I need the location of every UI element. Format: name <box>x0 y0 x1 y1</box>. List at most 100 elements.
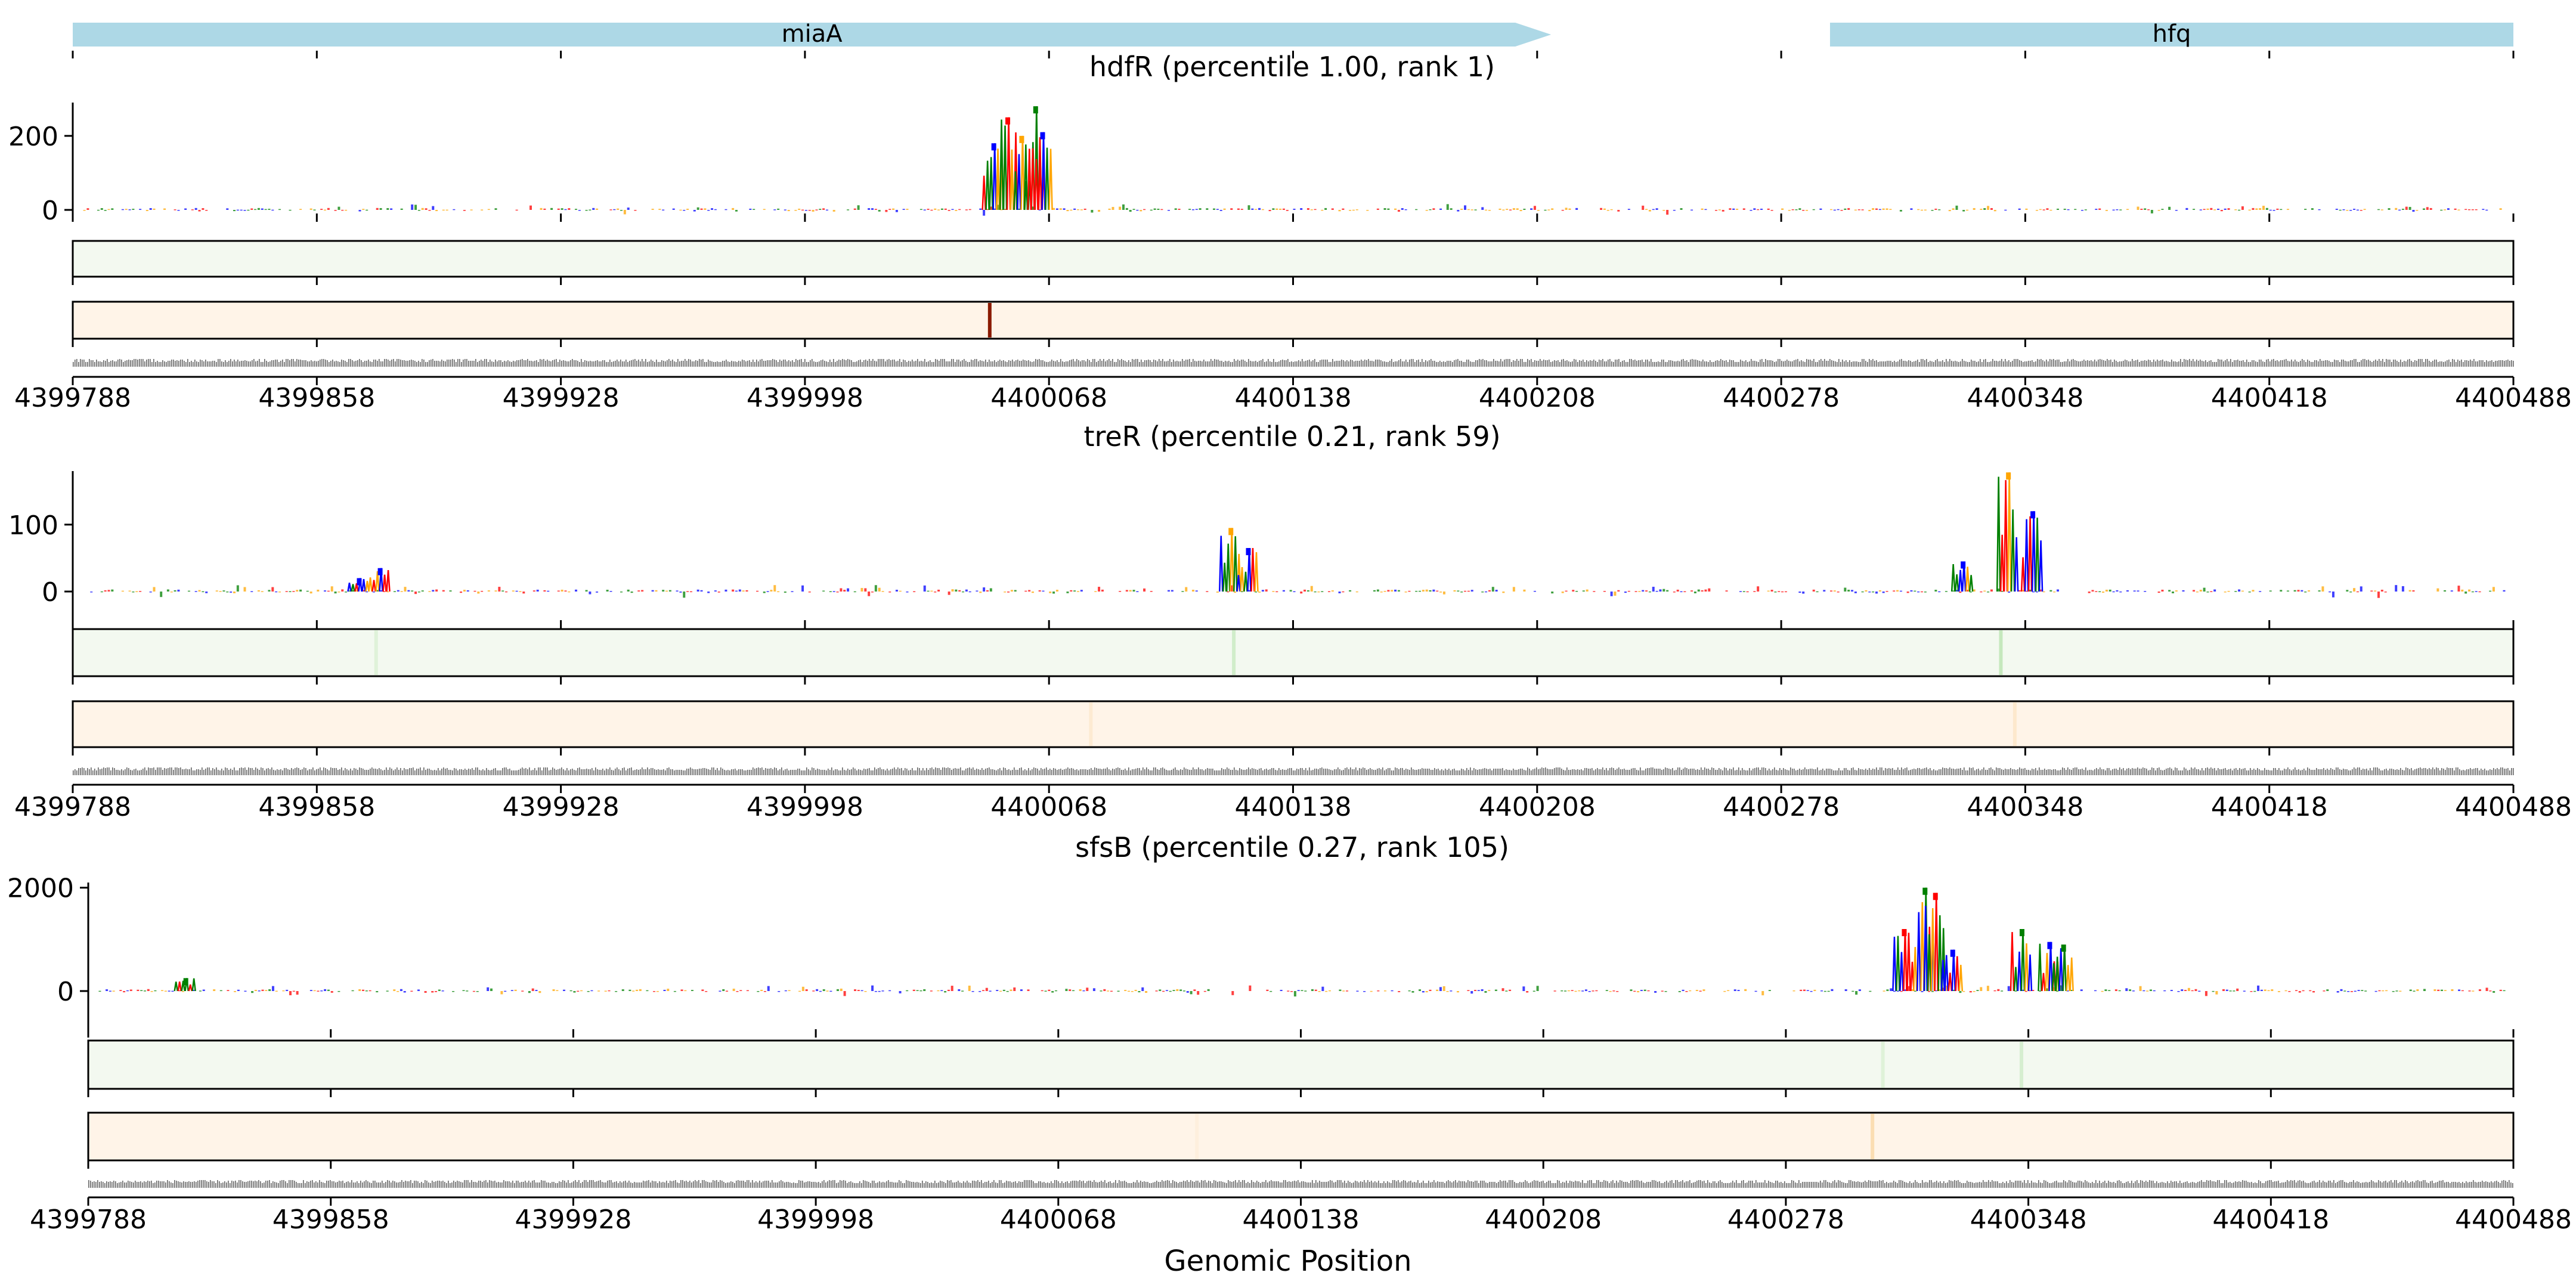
sequence-glyph <box>1321 360 1323 367</box>
sequence-glyph <box>511 362 512 367</box>
sequence-glyph <box>1041 360 1042 367</box>
sequence-glyph <box>745 770 747 775</box>
logo-noise-mark <box>2332 592 2334 597</box>
sequence-glyph <box>134 359 135 367</box>
logo-noise-mark <box>923 989 926 991</box>
logo-noise-mark <box>1080 590 1083 592</box>
sequence-glyph <box>1935 360 1936 367</box>
sequence-glyph <box>1987 362 1988 367</box>
sequence-glyph <box>661 1182 662 1188</box>
sequence-glyph <box>550 770 552 775</box>
logo-noise-mark <box>1952 208 1955 210</box>
logo-noise-mark <box>1247 590 1250 592</box>
sequence-glyph <box>1939 361 1940 367</box>
sequence-glyph <box>155 362 156 367</box>
logo-noise-mark <box>1795 209 1798 210</box>
sequence-glyph <box>720 362 722 367</box>
sequence-glyph <box>951 770 952 775</box>
sequence-glyph <box>266 769 267 775</box>
sequence-glyph <box>1915 769 1916 775</box>
sequence-glyph <box>1393 770 1394 775</box>
logo-noise-mark <box>1231 991 1234 995</box>
sequence-glyph <box>964 359 965 367</box>
sequence-glyph <box>1799 769 1800 775</box>
sequence-glyph <box>681 770 682 775</box>
logo-noise-mark <box>1914 590 1916 592</box>
sequence-glyph <box>1006 1181 1007 1188</box>
sequence-glyph <box>416 769 417 775</box>
logo-noise-mark <box>466 990 469 992</box>
sequence-glyph <box>530 1182 531 1188</box>
logo-noise-mark <box>1425 991 1428 993</box>
logo-peak-stroke <box>174 982 178 992</box>
sequence-glyph <box>315 1181 317 1188</box>
sequence-glyph <box>905 768 906 775</box>
sequence-glyph <box>1772 769 1773 775</box>
logo-peak-stroke <box>1913 947 1918 992</box>
sequence-glyph <box>731 361 732 367</box>
sequence-glyph <box>1998 768 1999 775</box>
logo-noise-mark <box>1810 990 1813 992</box>
logo-noise-mark <box>149 592 152 593</box>
logo-noise-mark <box>476 991 479 992</box>
sequence-glyph <box>2007 361 2008 367</box>
logo-noise-mark <box>121 590 124 592</box>
sequence-glyph <box>473 1182 474 1188</box>
sequence-glyph <box>2450 768 2451 775</box>
sequence-glyph <box>2026 361 2027 367</box>
logo-noise-mark <box>1145 991 1148 993</box>
sequence-glyph <box>273 360 274 367</box>
sequence-glyph <box>2194 767 2196 775</box>
sequence-glyph <box>228 361 230 367</box>
sequence-glyph <box>2193 769 2194 775</box>
sequence-glyph <box>1033 361 1035 367</box>
logo-noise-mark <box>2440 209 2443 211</box>
sequence-glyph <box>144 1181 145 1188</box>
x-tick-label: 4400278 <box>1723 792 1840 822</box>
sequence-glyph <box>511 770 512 775</box>
sequence-glyph <box>790 361 791 367</box>
sequence-glyph <box>2452 359 2453 367</box>
logo-noise-mark <box>2168 206 2171 210</box>
sequence-glyph <box>160 767 162 775</box>
sequence-glyph <box>2300 361 2301 367</box>
logo-noise-mark <box>1342 990 1345 992</box>
sequence-glyph <box>1472 770 1473 775</box>
logo-noise-mark <box>2213 209 2216 210</box>
logo-noise-mark <box>453 209 456 210</box>
logo-noise-mark <box>1938 591 1941 593</box>
sequence-glyph <box>1863 770 1865 775</box>
sequence-glyph <box>330 361 332 367</box>
sequence-glyph <box>1513 360 1514 367</box>
sequence-glyph <box>753 360 754 367</box>
logo-noise-mark <box>1857 209 1860 210</box>
sequence-glyph <box>713 1180 714 1188</box>
sequence-glyph <box>1051 770 1052 775</box>
logo-noise-mark <box>1411 991 1414 993</box>
sequence-glyph <box>2339 362 2340 367</box>
sequence-glyph <box>90 1181 91 1188</box>
sequence-glyph <box>1286 360 1287 367</box>
logo-noise-mark <box>1917 209 1920 210</box>
logo-noise-mark <box>202 208 205 210</box>
logo-noise-mark <box>853 208 856 210</box>
logo-noise-mark <box>1498 208 1501 210</box>
sequence-glyph <box>2420 767 2421 775</box>
logo-noise-mark <box>1054 990 1057 992</box>
sequence-glyph <box>431 770 432 775</box>
sequence-glyph <box>456 769 457 775</box>
logo-noise-mark <box>1270 990 1272 992</box>
sequence-glyph <box>617 767 618 775</box>
sequence-glyph <box>904 1183 905 1188</box>
sequence-glyph <box>2439 361 2441 367</box>
sequence-glyph <box>413 360 414 367</box>
sequence-glyph <box>829 770 831 775</box>
sequence-glyph <box>2311 362 2312 367</box>
sequence-glyph <box>2271 770 2272 775</box>
sequence-glyph <box>1121 770 1122 775</box>
y-tick-label: 0 <box>42 196 58 226</box>
sequence-glyph <box>1107 767 1108 775</box>
logo-noise-mark <box>1293 208 1296 210</box>
sequence-glyph <box>597 769 598 775</box>
sequence-glyph <box>1069 360 1070 367</box>
